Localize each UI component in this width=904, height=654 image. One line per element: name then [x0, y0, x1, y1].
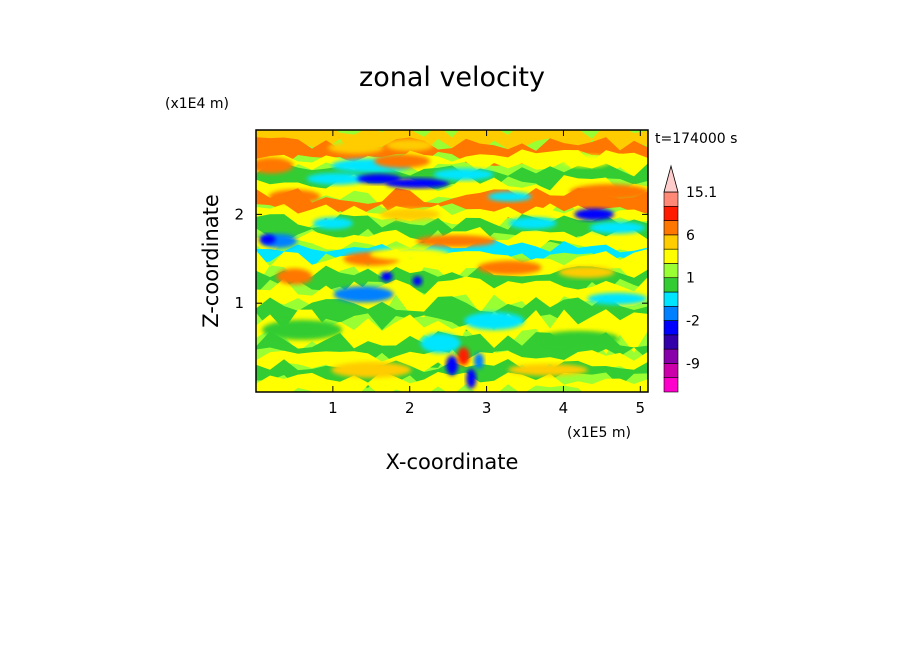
colorbar-tick-label: -2 — [686, 314, 700, 330]
field-blob — [464, 311, 525, 330]
colorbar-segment — [663, 320, 679, 336]
colorbar-extend-triangle — [663, 164, 679, 193]
field-blob — [259, 234, 276, 245]
field-blob — [420, 333, 461, 354]
x-tick-label: 2 — [405, 399, 415, 417]
field-blob — [331, 361, 412, 378]
y-axis: 12 — [234, 205, 648, 312]
field-blob — [457, 347, 470, 366]
field-blob — [433, 168, 494, 181]
field-blob — [306, 172, 367, 185]
x-unit-label: (x1E5 m) — [567, 425, 631, 441]
colorbar-tick-label: 15.1 — [686, 185, 717, 201]
colorbar — [663, 164, 679, 393]
field-blob — [587, 292, 648, 305]
field-blob — [487, 191, 532, 202]
colorbar-tick-label: 1 — [686, 271, 695, 287]
field-blob — [473, 352, 484, 369]
plot-frame — [255, 129, 649, 393]
colorbar-segment — [663, 363, 679, 379]
field-blob — [412, 275, 423, 286]
colorbar-segment — [663, 348, 679, 364]
field-blob — [262, 319, 343, 340]
x-tick-label: 4 — [559, 399, 569, 417]
field-blob — [574, 208, 615, 221]
field-blob — [589, 221, 646, 234]
field-blob — [327, 141, 384, 154]
field-blob — [508, 363, 589, 376]
y-axis-label: Z-coordinate — [199, 194, 223, 328]
field-blob — [466, 368, 477, 389]
field-blob — [380, 271, 393, 282]
field-blob — [508, 217, 557, 230]
field-blob — [312, 217, 353, 230]
y-unit-label: (x1E4 m) — [165, 96, 229, 112]
field-blob — [477, 260, 542, 275]
field-blob — [374, 154, 431, 169]
field-blob — [379, 208, 440, 221]
field-blob — [369, 248, 450, 261]
x-axis-label: X-coordinate — [386, 450, 519, 474]
field-blob — [415, 235, 496, 248]
field-blob — [268, 189, 321, 204]
colorbar-segment — [663, 191, 679, 207]
contour-field — [256, 130, 648, 392]
colorbar-segment — [663, 277, 679, 293]
colorbar-segment — [663, 205, 679, 221]
field-blob — [562, 155, 611, 168]
x-tick-label: 5 — [636, 399, 646, 417]
field-blob — [558, 266, 615, 279]
colorbar-segment — [663, 291, 679, 307]
field-blob — [385, 178, 450, 189]
colorbar-segment — [663, 234, 679, 250]
field-blob — [538, 330, 619, 347]
field-band — [256, 149, 648, 178]
chart-title: zonal velocity — [359, 62, 545, 93]
field-blob — [333, 286, 394, 303]
colorbar-segment — [663, 220, 679, 236]
colorbar-labels: 15.1 6 1 -2 -9 — [686, 185, 717, 372]
field-blob — [256, 157, 294, 174]
x-tick-label: 1 — [328, 399, 338, 417]
field-blob — [385, 139, 434, 152]
colorbar-tick-label: 6 — [686, 228, 695, 244]
colorbar-segment — [663, 305, 679, 321]
colorbar-tick-label: -9 — [686, 356, 700, 372]
colorbar-segment — [663, 334, 679, 350]
x-tick-label: 3 — [482, 399, 492, 417]
y-tick-label: 2 — [234, 205, 244, 223]
field-band — [256, 295, 648, 333]
y-tick-label: 1 — [234, 294, 244, 312]
time-label: t=174000 s — [655, 131, 737, 147]
colorbar-segment — [663, 377, 679, 393]
field-blob — [276, 268, 313, 285]
colorbar-segment — [663, 263, 679, 279]
field-blob — [569, 184, 648, 201]
x-axis: 1 2 3 4 5 — [328, 130, 645, 417]
field-blob — [446, 355, 458, 376]
colorbar-segment — [663, 248, 679, 264]
